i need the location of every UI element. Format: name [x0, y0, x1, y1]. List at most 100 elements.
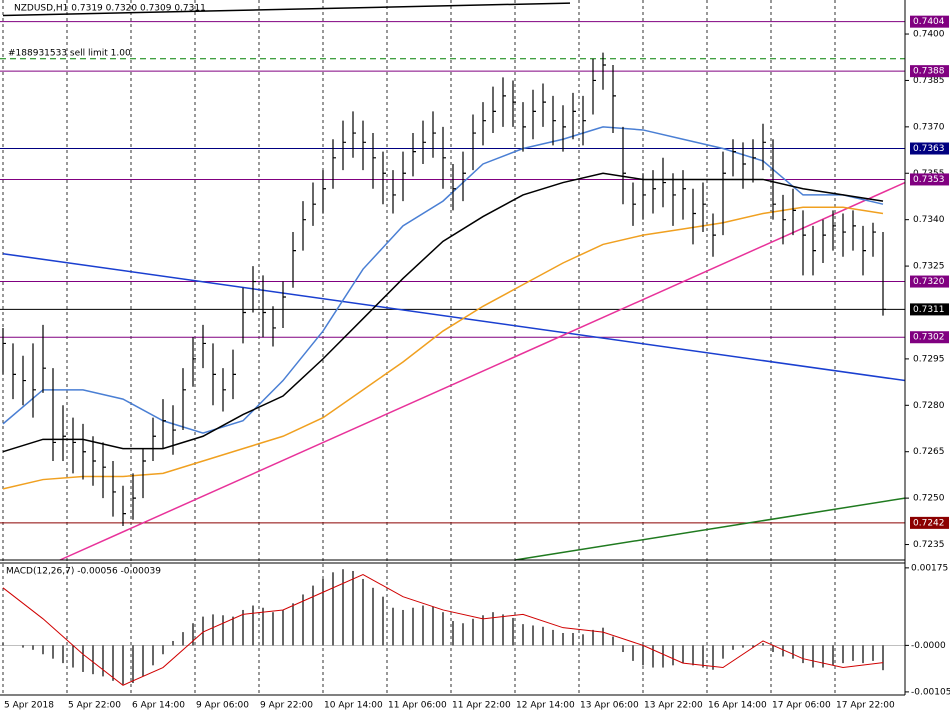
price-bar	[472, 114, 476, 171]
y-tick-label: 0.7340	[913, 215, 945, 225]
x-tick-label: 11 Apr 22:00	[452, 701, 511, 711]
y-tick-label: 0.7325	[913, 262, 945, 272]
price-bar	[492, 86, 496, 134]
price-bar	[872, 222, 876, 257]
price-bar	[62, 405, 66, 461]
level-label: 0.7353	[913, 175, 945, 185]
x-tick-label: 9 Apr 22:00	[260, 701, 313, 711]
price-bar	[512, 80, 516, 127]
x-tick-label: 12 Apr 14:00	[516, 701, 575, 711]
level-label: #188931533 sell limit 1.00	[8, 48, 131, 58]
x-tick-label: 10 Apr 14:00	[324, 701, 383, 711]
price-bar	[712, 213, 716, 257]
price-bar	[732, 139, 736, 177]
price-bar	[12, 343, 16, 400]
price-bar	[482, 102, 486, 146]
x-tick-label: 17 Apr 06:00	[772, 701, 831, 711]
price-bar	[202, 324, 206, 369]
price-bar	[362, 120, 366, 171]
chart-title: NZDUSD,H1 0.7319 0.7320 0.7309 0.7311	[14, 4, 206, 14]
price-bar	[842, 213, 846, 257]
price-bar	[242, 287, 246, 344]
y-tick-label: 0.7250	[913, 494, 945, 504]
level-box	[910, 65, 949, 78]
x-tick-label: 16 Apr 14:00	[708, 701, 767, 711]
price-bar	[782, 194, 786, 245]
y-tick-label: 0.7370	[913, 122, 945, 132]
price-bar	[702, 182, 706, 233]
price-bar	[172, 405, 176, 455]
price-bar	[462, 151, 466, 202]
price-bar	[832, 210, 836, 251]
price-bar	[72, 417, 76, 474]
price-bar	[862, 225, 866, 276]
trendline	[2, 2, 571, 17]
price-bar	[452, 163, 456, 211]
price-bar	[52, 368, 56, 461]
macd-title: MACD(12,26,7) -0.00056 -0.00039	[6, 567, 161, 577]
y-tick-label: 0.00175	[911, 563, 948, 573]
price-bar	[562, 105, 566, 152]
level-label: 0.7404	[913, 17, 945, 27]
level-box	[910, 303, 949, 316]
y-tick-label: 0.7385	[913, 76, 945, 86]
price-bar	[2, 327, 6, 375]
level-box	[910, 275, 949, 288]
price-bar	[122, 485, 126, 526]
plot	[2, 2, 906, 686]
y-tick-label: -0.00105	[911, 687, 950, 697]
price-bar	[112, 460, 116, 517]
price-bar	[692, 188, 696, 245]
price-bar	[232, 349, 236, 400]
price-bar	[252, 266, 256, 313]
moving-average	[2, 126, 884, 434]
level-box	[910, 15, 949, 28]
price-bar	[212, 343, 216, 406]
price-bar	[352, 111, 356, 158]
trendline	[514, 497, 906, 561]
price-bar	[292, 232, 296, 288]
trendline	[2, 252, 906, 382]
price-bar	[422, 120, 426, 164]
price-bar	[652, 170, 656, 214]
level-label: 0.7242	[913, 518, 945, 528]
price-bar	[262, 275, 266, 338]
price-bar	[182, 368, 186, 431]
price-bar	[612, 64, 616, 134]
price-bar	[542, 83, 546, 127]
x-tick-label: 5 Apr 22:00	[68, 701, 121, 711]
level-box	[910, 173, 949, 186]
price-bar	[342, 120, 346, 171]
moving-average	[2, 172, 884, 453]
price-bar	[592, 58, 596, 115]
price-bar	[222, 368, 226, 412]
price-bar	[102, 442, 106, 499]
price-bar	[192, 337, 196, 387]
x-tick-label: 5 Apr 2018	[4, 701, 54, 711]
price-bar	[432, 111, 436, 158]
price-bar	[552, 95, 556, 146]
price-bar	[682, 170, 686, 220]
level-box	[910, 516, 949, 529]
price-bar	[852, 210, 856, 251]
price-bar	[802, 210, 806, 276]
price-bar	[142, 448, 146, 499]
level-label: 0.7363	[913, 144, 945, 154]
price-bar	[272, 306, 276, 347]
price-bar	[672, 173, 676, 226]
level-box	[910, 331, 949, 344]
price-bar	[82, 423, 86, 480]
price-bar	[22, 355, 26, 406]
price-bar	[332, 139, 336, 189]
y-tick-label: -0.0000	[911, 641, 946, 651]
price-bar	[162, 399, 166, 449]
price-bar	[722, 151, 726, 236]
price-bar	[882, 232, 886, 316]
y-tick-label: 0.7235	[913, 540, 945, 550]
price-bar	[302, 201, 306, 251]
y-tick-label: 0.7265	[913, 447, 945, 457]
y-tick-label: 0.7295	[913, 354, 945, 364]
x-tick-label: 13 Apr 22:00	[644, 701, 703, 711]
